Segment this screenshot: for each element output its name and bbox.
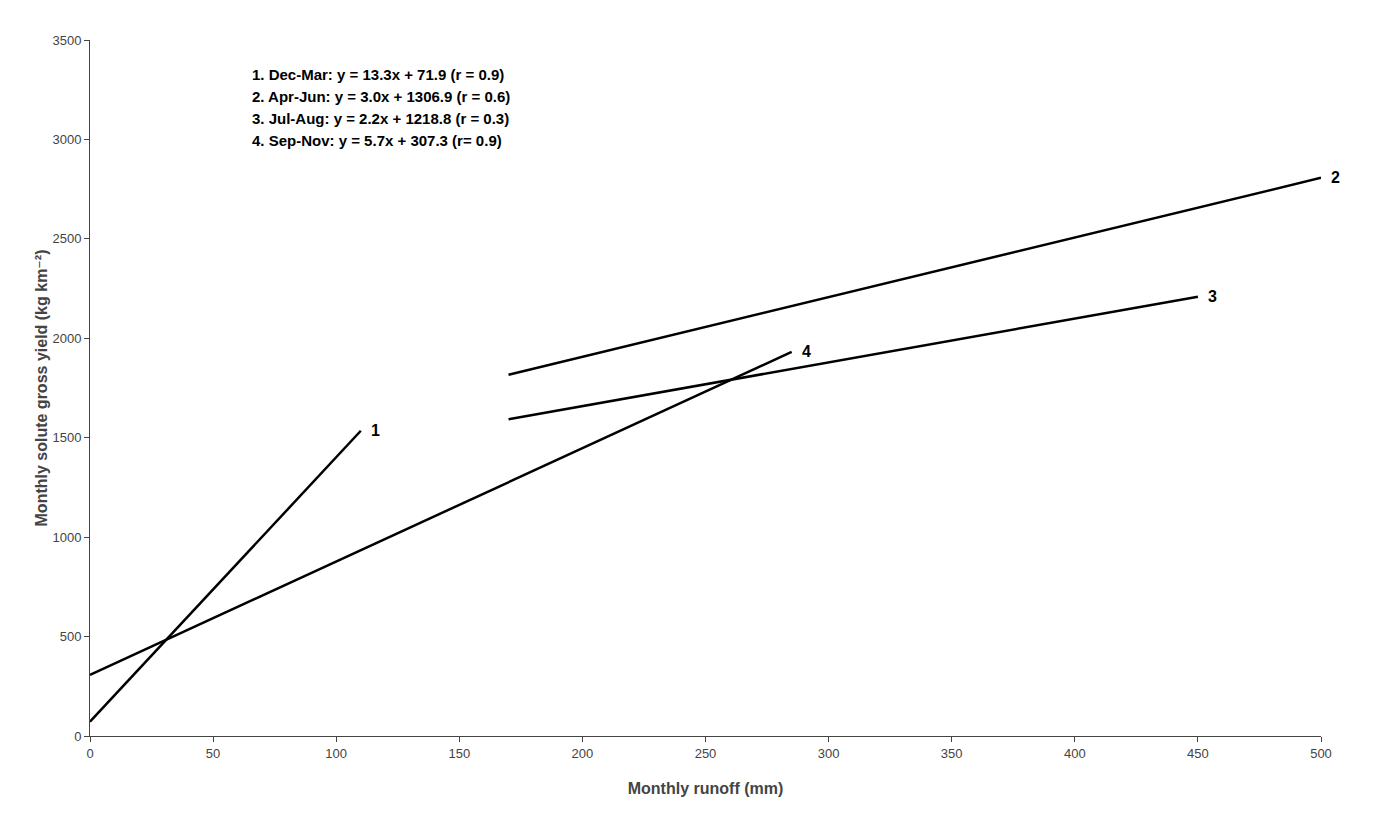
svg-text:150: 150 — [448, 746, 470, 761]
svg-text:50: 50 — [206, 746, 220, 761]
svg-text:4: 4 — [802, 343, 811, 360]
svg-text:300: 300 — [818, 746, 840, 761]
svg-text:3: 3 — [1208, 288, 1217, 305]
svg-text:500: 500 — [60, 629, 82, 644]
svg-text:1500: 1500 — [52, 430, 81, 445]
svg-text:3500: 3500 — [52, 33, 81, 48]
svg-text:400: 400 — [1064, 746, 1086, 761]
svg-text:Monthly solute gross yield (kg: Monthly solute gross yield (kg km⁻²) — [33, 250, 50, 527]
svg-text:2000: 2000 — [52, 331, 81, 346]
svg-text:3000: 3000 — [52, 132, 81, 147]
svg-text:2500: 2500 — [52, 231, 81, 246]
svg-text:100: 100 — [325, 746, 347, 761]
svg-text:3. Jul-Aug: y = 2.2x + 1218.8: 3. Jul-Aug: y = 2.2x + 1218.8 (r = 0.3) — [252, 110, 509, 127]
svg-text:0: 0 — [74, 729, 81, 744]
svg-text:500: 500 — [1310, 746, 1332, 761]
svg-text:1. Dec-Mar: y = 13.3x + 71.9 (: 1. Dec-Mar: y = 13.3x + 71.9 (r = 0.9) — [252, 66, 504, 83]
svg-text:1: 1 — [371, 422, 380, 439]
svg-text:450: 450 — [1187, 746, 1209, 761]
svg-text:250: 250 — [695, 746, 717, 761]
svg-text:200: 200 — [572, 746, 594, 761]
svg-text:2: 2 — [1331, 169, 1340, 186]
svg-text:0: 0 — [86, 746, 93, 761]
svg-text:1000: 1000 — [52, 530, 81, 545]
svg-text:Monthly runoff (mm): Monthly runoff (mm) — [628, 780, 784, 797]
svg-text:350: 350 — [941, 746, 963, 761]
svg-text:2. Apr-Jun: y = 3.0x + 1306.9: 2. Apr-Jun: y = 3.0x + 1306.9 (r = 0.6) — [252, 88, 510, 105]
svg-text:4. Sep-Nov: y = 5.7x + 307.3 (: 4. Sep-Nov: y = 5.7x + 307.3 (r= 0.9) — [252, 132, 502, 149]
